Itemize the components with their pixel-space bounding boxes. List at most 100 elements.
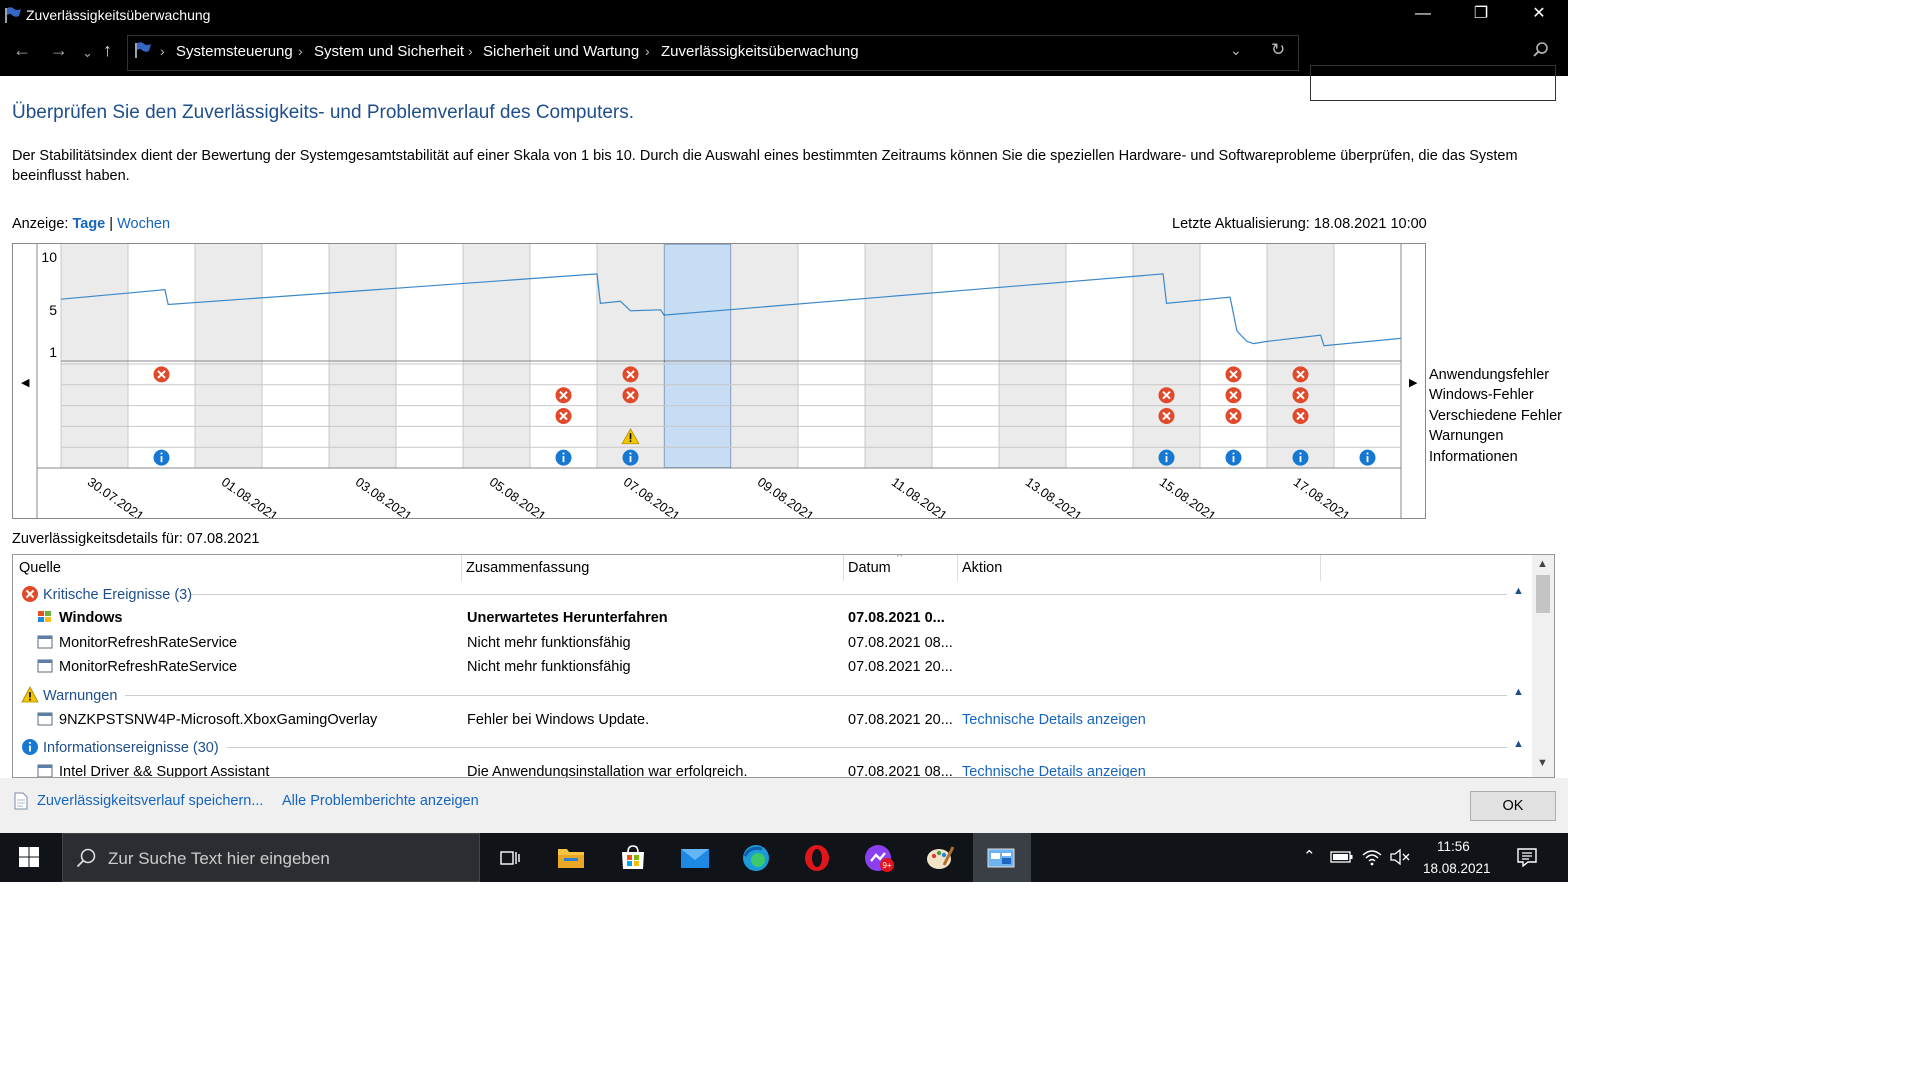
info-icon[interactable] (555, 449, 572, 466)
file-explorer-icon[interactable] (553, 841, 589, 875)
error-icon[interactable] (1225, 366, 1242, 383)
vertical-scrollbar[interactable]: ▲ ▼ (1532, 555, 1554, 777)
row-date[interactable]: 07.08.2021 20... (848, 712, 953, 728)
info-icon[interactable] (153, 449, 170, 466)
reliability-chart-svg[interactable]: ◀ 10 5 1 ▶ 30.07.2021 01.08.2021 03.08.2021 05.0… (13, 244, 1425, 518)
warning-icon[interactable] (621, 428, 640, 445)
row-summary[interactable]: Nicht mehr funktionsfähig (467, 635, 631, 651)
breadcrumb-item-zuverlaessigkeit[interactable]: Zuverlässigkeitsüberwachung (661, 43, 859, 60)
day-column[interactable] (798, 244, 865, 468)
battery-icon[interactable] (1330, 849, 1354, 865)
active-app-highlight[interactable] (973, 833, 1031, 882)
maximize-button[interactable]: ❐ (1473, 5, 1489, 22)
show-hidden-icons-chevron-icon[interactable]: ⌃ (1303, 848, 1316, 865)
store-icon[interactable] (615, 841, 651, 875)
row-date[interactable]: 07.08.2021 08... (848, 635, 953, 651)
row-date[interactable]: 07.08.2021 20... (848, 659, 953, 675)
group-header-critical[interactable]: Kritische Ereignisse (3) (21, 585, 192, 603)
group-label[interactable]: Kritische Ereignisse (3) (43, 587, 193, 603)
taskbar-search-box[interactable]: Zur Suche Text hier eingeben (62, 833, 480, 882)
column-divider[interactable] (843, 555, 844, 581)
column-header-summary[interactable]: Zusammenfassung (466, 560, 590, 576)
mail-icon[interactable] (677, 841, 713, 875)
group-header-information[interactable]: Informationsereignisse (30) (21, 738, 219, 756)
row-source[interactable]: 9NZKPSTSNW4P-Microsoft.XboxGamingOverlay (59, 712, 378, 728)
error-icon[interactable] (1225, 387, 1242, 404)
ok-button[interactable]: OK (1470, 791, 1556, 821)
day-column[interactable] (999, 244, 1066, 468)
all-reports-link[interactable]: Alle Problemberichte anzeigen (282, 793, 479, 809)
day-column[interactable] (664, 244, 731, 468)
error-icon[interactable] (622, 387, 639, 404)
edge-icon[interactable] (738, 841, 774, 875)
day-column[interactable] (865, 244, 932, 468)
day-column[interactable] (61, 244, 128, 468)
error-icon[interactable] (1292, 366, 1309, 383)
day-column[interactable] (731, 244, 798, 468)
info-icon[interactable] (622, 449, 639, 466)
chevron-down-icon[interactable]: ⌄ (1230, 42, 1242, 58)
day-column[interactable] (463, 244, 530, 468)
breadcrumb-item-system-und-sicherheit[interactable]: System und Sicherheit (314, 43, 465, 60)
collapse-chevron-icon[interactable]: ▲ (1513, 585, 1524, 597)
day-column[interactable] (530, 244, 597, 468)
notification-center-icon[interactable] (1516, 847, 1538, 867)
day-column[interactable] (329, 244, 396, 468)
error-icon[interactable] (1158, 408, 1175, 424)
save-history-link[interactable]: Zuverlässigkeitsverlauf speichern... (37, 793, 264, 809)
scrollbar-thumb[interactable] (1536, 575, 1550, 613)
group-label[interactable]: Informationsereignisse (30) (43, 740, 219, 756)
wifi-icon[interactable] (1361, 847, 1383, 867)
row-source[interactable]: MonitorRefreshRateService (59, 635, 238, 651)
row-source[interactable]: Windows (59, 610, 123, 626)
breadcrumb-item-systemsteuerung[interactable]: Systemsteuerung (176, 43, 293, 60)
reliability-chart[interactable]: ◀ 10 5 1 ▶ 30.07.2021 01.08.2021 03.08.2021 05.0… (12, 243, 1426, 519)
day-column[interactable] (396, 244, 463, 468)
day-column[interactable] (1133, 244, 1200, 468)
column-header-source[interactable]: Quelle (19, 560, 61, 576)
error-icon[interactable] (1158, 387, 1175, 404)
row-source[interactable]: MonitorRefreshRateService (59, 659, 238, 675)
volume-muted-icon[interactable] (1389, 847, 1411, 867)
error-icon[interactable] (555, 408, 572, 424)
error-icon[interactable] (1292, 408, 1309, 424)
refresh-icon[interactable]: ↻ (1271, 40, 1286, 59)
row-summary[interactable]: Nicht mehr funktionsfähig (467, 659, 631, 675)
collapse-chevron-icon[interactable]: ▲ (1513, 686, 1524, 698)
view-days-link[interactable]: Tage (72, 216, 106, 232)
row-date[interactable]: 07.08.2021 0... (848, 610, 945, 626)
group-label[interactable]: Warnungen (43, 688, 118, 704)
error-icon[interactable] (622, 366, 639, 383)
row-summary[interactable]: Unerwartetes Herunterfahren (467, 610, 668, 626)
task-view-icon[interactable] (492, 841, 528, 875)
forward-arrow-icon[interactable]: → (50, 40, 68, 60)
scroll-up-icon[interactable]: ▲ (1537, 558, 1548, 570)
info-icon[interactable] (1359, 449, 1376, 466)
info-icon[interactable] (1292, 449, 1309, 466)
row-summary[interactable]: Die Anwendungsinstallation war erfolgrei… (467, 764, 748, 778)
day-column[interactable] (1267, 244, 1334, 468)
scroll-down-icon[interactable]: ▼ (1537, 757, 1548, 769)
row-date[interactable]: 07.08.2021 08... (848, 764, 953, 778)
breadcrumb-item-sicherheit-und-wartung[interactable]: Sicherheit und Wartung (483, 43, 640, 60)
error-icon[interactable] (555, 387, 572, 404)
error-icon[interactable] (153, 366, 170, 383)
column-header-action[interactable]: Aktion (962, 560, 1003, 576)
opera-icon[interactable] (799, 841, 835, 875)
day-column[interactable] (1334, 244, 1401, 468)
row-summary[interactable]: Fehler bei Windows Update. (467, 712, 650, 728)
chart-scroll-right-icon[interactable]: ▶ (1409, 377, 1418, 389)
day-column[interactable] (932, 244, 999, 468)
column-header-date[interactable]: Datum (848, 560, 891, 576)
column-divider[interactable] (957, 555, 958, 581)
error-icon[interactable] (1225, 408, 1242, 424)
day-column[interactable] (128, 244, 195, 468)
info-icon[interactable] (1158, 449, 1175, 466)
error-icon[interactable] (1292, 387, 1309, 404)
day-column[interactable] (262, 244, 329, 468)
view-weeks-link[interactable]: Wochen (117, 216, 171, 232)
day-column[interactable] (1200, 244, 1267, 468)
back-arrow-icon[interactable]: ← (13, 40, 31, 60)
up-arrow-icon[interactable]: ↑ (103, 40, 112, 60)
minimize-button[interactable]: — (1415, 5, 1431, 22)
